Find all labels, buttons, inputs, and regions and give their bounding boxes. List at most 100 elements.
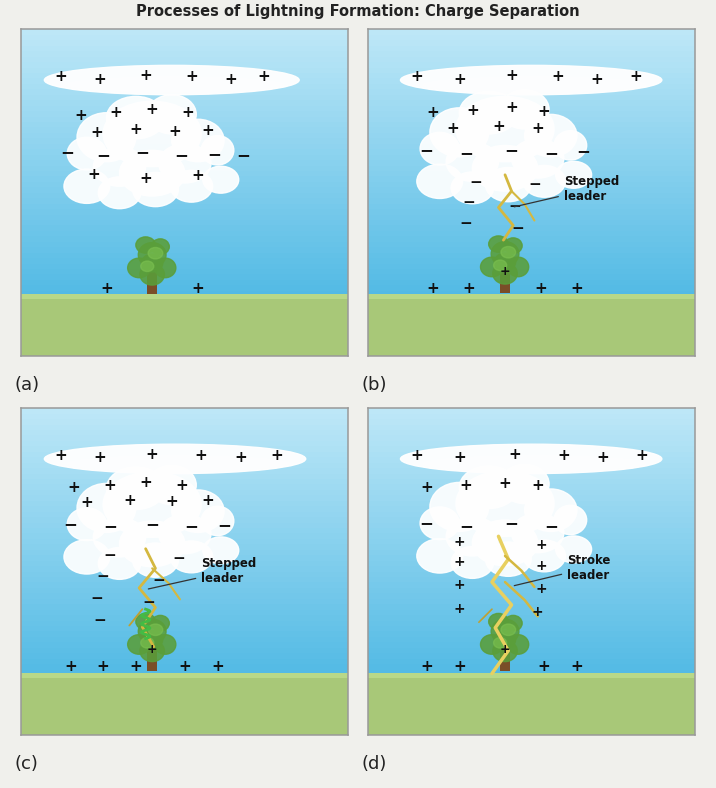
Ellipse shape — [155, 634, 176, 654]
Ellipse shape — [77, 483, 136, 533]
Bar — [368, 506, 695, 511]
Ellipse shape — [495, 253, 516, 271]
Ellipse shape — [491, 619, 519, 644]
Ellipse shape — [500, 464, 549, 504]
Text: +: + — [500, 266, 511, 278]
Ellipse shape — [504, 615, 522, 631]
Text: −: − — [135, 143, 150, 161]
Bar — [368, 100, 695, 106]
Text: +: + — [201, 122, 214, 138]
Bar — [21, 708, 348, 713]
Text: +: + — [169, 124, 181, 139]
Bar — [21, 675, 348, 681]
Text: +: + — [146, 447, 158, 462]
Bar — [368, 51, 695, 57]
Bar — [21, 106, 348, 111]
Text: +: + — [453, 602, 465, 616]
Bar — [21, 323, 348, 329]
Text: +: + — [146, 102, 158, 117]
Ellipse shape — [459, 91, 518, 134]
Ellipse shape — [508, 257, 528, 277]
Ellipse shape — [159, 143, 211, 183]
Ellipse shape — [170, 170, 213, 203]
Bar — [368, 468, 695, 474]
Text: −: − — [142, 595, 155, 610]
Text: +: + — [420, 660, 433, 675]
Text: +: + — [185, 69, 198, 84]
Bar — [368, 550, 695, 556]
Bar — [368, 593, 695, 599]
Ellipse shape — [511, 139, 563, 178]
Bar — [368, 582, 695, 588]
Bar — [21, 533, 348, 539]
Bar — [368, 474, 695, 479]
Bar — [21, 441, 348, 446]
Text: −: − — [175, 147, 188, 164]
Bar — [368, 89, 695, 95]
Ellipse shape — [67, 77, 284, 93]
Ellipse shape — [501, 624, 516, 635]
Ellipse shape — [140, 264, 165, 285]
Ellipse shape — [489, 236, 508, 252]
Text: +: + — [80, 495, 93, 510]
Bar — [368, 247, 695, 253]
Ellipse shape — [493, 260, 507, 270]
Ellipse shape — [67, 137, 107, 170]
Bar — [21, 664, 348, 670]
Bar — [368, 485, 695, 490]
Bar — [368, 177, 695, 182]
Bar — [21, 697, 348, 702]
Ellipse shape — [98, 548, 141, 579]
Ellipse shape — [400, 444, 662, 474]
Bar — [368, 511, 695, 517]
Ellipse shape — [64, 169, 110, 203]
Bar — [21, 637, 348, 642]
Ellipse shape — [523, 165, 566, 197]
Bar — [21, 545, 348, 550]
Text: +: + — [94, 451, 106, 466]
Bar — [368, 73, 695, 79]
Text: +: + — [175, 478, 188, 493]
Bar — [368, 79, 695, 84]
Bar — [368, 441, 695, 446]
Bar — [21, 220, 348, 225]
Bar — [147, 646, 158, 671]
Ellipse shape — [508, 634, 528, 654]
Text: +: + — [195, 448, 208, 463]
Bar — [21, 154, 348, 160]
Bar — [368, 253, 695, 258]
Ellipse shape — [500, 90, 549, 129]
Bar — [368, 154, 695, 160]
Text: (a): (a) — [15, 376, 40, 394]
Ellipse shape — [489, 613, 508, 630]
Text: Processes of Lightning Formation: Charge Separation: Processes of Lightning Formation: Charge… — [136, 4, 580, 19]
Text: +: + — [505, 69, 518, 84]
Ellipse shape — [417, 164, 463, 199]
Ellipse shape — [93, 518, 145, 557]
Bar — [21, 253, 348, 258]
Ellipse shape — [554, 131, 586, 160]
Bar — [21, 313, 348, 318]
Ellipse shape — [141, 261, 154, 272]
Text: +: + — [139, 170, 152, 185]
Text: +: + — [535, 559, 547, 573]
Bar — [21, 143, 348, 149]
Bar — [368, 143, 695, 149]
Ellipse shape — [446, 142, 498, 181]
Bar — [21, 588, 348, 593]
Text: (b): (b) — [362, 376, 387, 394]
Bar — [21, 242, 348, 247]
Bar — [368, 122, 695, 128]
Bar — [368, 414, 695, 419]
Bar — [368, 724, 695, 730]
Bar — [368, 296, 695, 302]
Bar — [368, 280, 695, 285]
Text: −: − — [469, 176, 482, 191]
Bar — [21, 659, 348, 664]
Bar — [21, 46, 348, 51]
Bar — [21, 340, 348, 345]
Bar — [21, 582, 348, 588]
Text: +: + — [460, 478, 472, 492]
Bar — [368, 501, 695, 506]
Ellipse shape — [420, 132, 459, 165]
